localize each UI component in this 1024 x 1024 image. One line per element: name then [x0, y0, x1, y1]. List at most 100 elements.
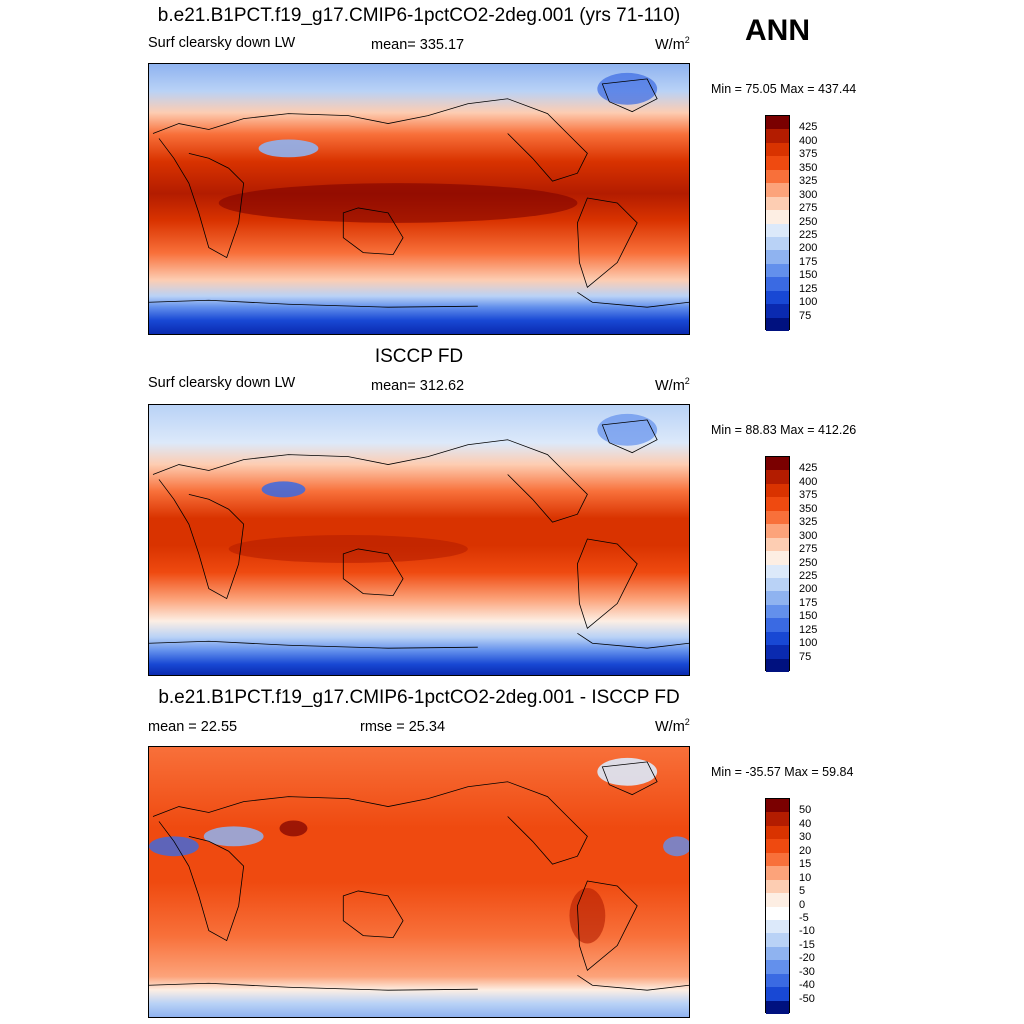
- colorbar-swatch: [766, 290, 789, 305]
- colorbar-diff: [765, 798, 790, 1014]
- colorbar-swatch: [766, 919, 789, 934]
- colorbar-swatch: [766, 250, 789, 264]
- colorbar-tick-label: -10: [799, 925, 815, 938]
- map-model: [148, 63, 690, 335]
- colorbar-tick-label: -30: [799, 965, 815, 978]
- units-label: W/m2: [655, 376, 690, 394]
- mean-label: mean= 312.62: [371, 378, 465, 394]
- colorbar-tick-label: 375: [799, 489, 818, 502]
- colorbar-swatch: [766, 933, 789, 947]
- colorbar-tick-label: 15: [799, 858, 812, 871]
- colorbar-swatch: [766, 223, 789, 237]
- colorbar-swatch: [766, 1000, 789, 1014]
- colorbar-swatch: [766, 304, 789, 318]
- colorbar-tick-label: -5: [799, 911, 809, 924]
- colorbar-swatch: [766, 960, 789, 974]
- colorbar-swatch: [766, 277, 789, 291]
- colorbar-swatch: [766, 564, 789, 578]
- colorbar-swatch: [766, 799, 789, 813]
- colorbar-tick-label: 425: [799, 121, 818, 134]
- colorbar-swatch: [766, 236, 789, 251]
- colorbar-swatch: [766, 483, 789, 498]
- colorbar-swatch: [766, 524, 789, 538]
- colorbar-tick-label: 100: [799, 637, 818, 650]
- colorbar-tick-label: 30: [799, 831, 812, 844]
- colorbar-swatch: [766, 631, 789, 646]
- colorbar-tick-label: 300: [799, 529, 818, 542]
- units-label: W/m2: [655, 35, 690, 53]
- colorbar-swatch: [766, 645, 789, 659]
- coastlines: [149, 419, 689, 649]
- colorbar-tick-label: -15: [799, 938, 815, 951]
- colorbar-swatch: [766, 142, 789, 157]
- greenland-region: [597, 413, 658, 446]
- tibet-region: [279, 820, 308, 837]
- colorbar-tick-label: 20: [799, 844, 812, 857]
- mean-label: mean = 22.55: [148, 719, 238, 735]
- colorbar-swatch: [766, 658, 789, 672]
- colorbar-swatch: [766, 973, 789, 988]
- colorbar-swatch: [766, 129, 789, 143]
- panel-title: b.e21.B1PCT.f19_g17.CMIP6-1pctCO2-2deg.0…: [157, 5, 681, 26]
- colorbar-swatch: [766, 591, 789, 605]
- colorbar-swatch: [766, 457, 789, 471]
- colorbar-tick-label: 225: [799, 228, 818, 241]
- panel-title: b.e21.B1PCT.f19_g17.CMIP6-1pctCO2-2deg.0…: [158, 687, 680, 708]
- colorbar-tick-label: 400: [799, 134, 818, 147]
- colorbar-swatch: [766, 510, 789, 525]
- colorbar-swatch: [766, 946, 789, 961]
- colorbar-tick-label: 125: [799, 623, 818, 636]
- colorbar-swatch: [766, 812, 789, 826]
- colorbar-swatch: [766, 116, 789, 130]
- colorbar-tick-label: 175: [799, 596, 818, 609]
- colorbar-tick-label: 275: [799, 543, 818, 556]
- coastlines: [149, 78, 689, 308]
- colorbar-tick-label: -40: [799, 979, 815, 992]
- arabia-region: [203, 826, 264, 847]
- sahara-region: [149, 836, 199, 857]
- rmse-label: rmse = 25.34: [360, 719, 446, 735]
- colorbar-tick-label: 175: [799, 255, 818, 268]
- coastlines: [149, 761, 689, 991]
- colorbar-swatch: [766, 210, 789, 224]
- colorbar-tick-label: 325: [799, 175, 818, 188]
- min-max-label: Min = -35.57 Max = 59.84: [711, 765, 854, 779]
- map-diff: [148, 746, 690, 1018]
- colorbar-swatch: [766, 879, 789, 894]
- greenland-region: [597, 72, 658, 105]
- colorbar-tick-label: 5: [799, 885, 806, 898]
- tibet-region: [258, 139, 319, 158]
- colorbar-tick-label: 50: [799, 804, 812, 817]
- warm-pool-region: [228, 535, 468, 563]
- colorbar-swatch: [766, 604, 789, 619]
- colorbar-tick-label: 150: [799, 610, 818, 623]
- greenland-region: [597, 757, 658, 786]
- colorbar-tick-label: 400: [799, 475, 818, 488]
- colorbar-tick-label: 225: [799, 569, 818, 582]
- colorbar-tick-label: 200: [799, 242, 818, 255]
- colorbar-swatch: [766, 618, 789, 632]
- colorbar-tick-label: 425: [799, 462, 818, 475]
- colorbar-swatch: [766, 169, 789, 184]
- colorbar-tick-label: 75: [799, 309, 812, 322]
- sahara-east-region: [663, 836, 689, 857]
- colorbar-tick-label: 0: [799, 898, 806, 911]
- map-obs: [148, 404, 690, 676]
- colorbar-swatch: [766, 839, 789, 853]
- colorbar-tick-label: -20: [799, 952, 815, 965]
- colorbar-swatch: [766, 866, 789, 880]
- colorbar-tick-label: 300: [799, 188, 818, 201]
- colorbar-tick-label: 125: [799, 282, 818, 295]
- season-label: ANN: [745, 14, 810, 47]
- colorbar-tick-label: 350: [799, 161, 818, 174]
- colorbar-swatch: [766, 196, 789, 211]
- colorbar-swatch: [766, 156, 789, 170]
- colorbar-swatch: [766, 987, 789, 1001]
- colorbar-tick-label: 10: [799, 871, 812, 884]
- mean-label: mean= 335.17: [371, 37, 465, 53]
- colorbar-tick-label: 40: [799, 817, 812, 830]
- colorbar-tick-label: 75: [799, 650, 812, 663]
- colorbar-swatch: [766, 893, 789, 907]
- panel-title: ISCCP FD: [374, 346, 464, 367]
- colorbar-tick-label: 100: [799, 296, 818, 309]
